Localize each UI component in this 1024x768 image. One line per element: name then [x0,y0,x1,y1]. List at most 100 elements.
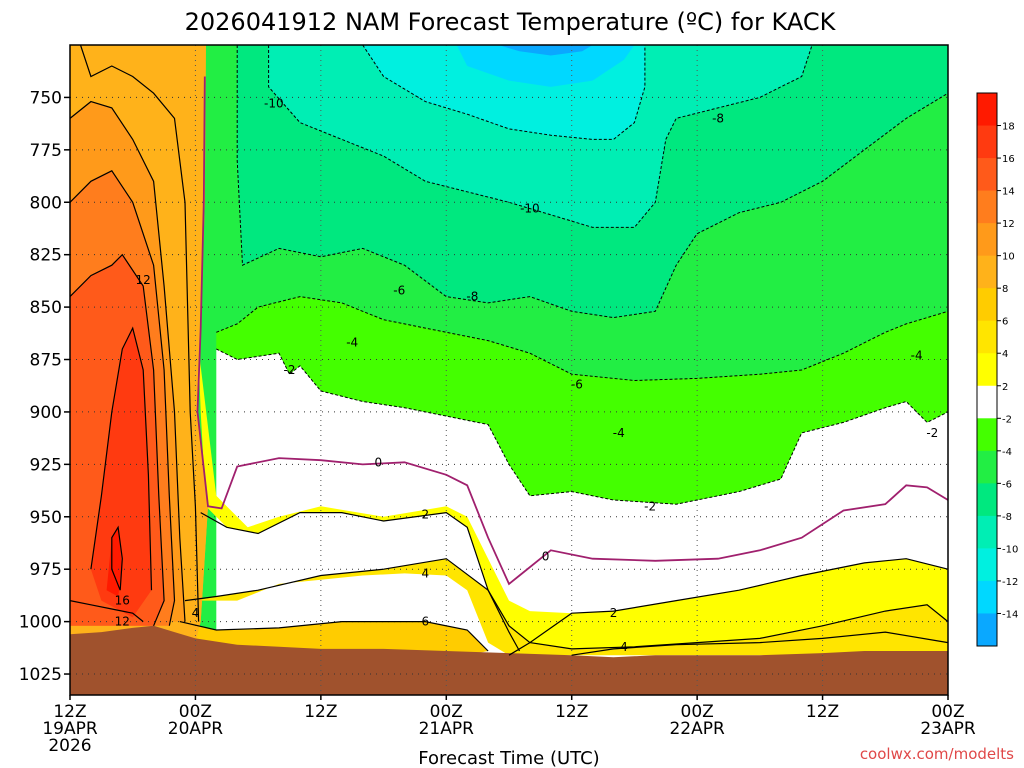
contour-label: 0 [542,550,550,564]
contour-label: 4 [192,606,200,620]
colorbar-swatch [977,515,997,549]
contour-dashed [216,348,949,505]
colorbar-frame [976,92,998,647]
plot-area [70,45,948,695]
colorbar-swatch [977,320,997,354]
colorbar-swatch [977,613,997,647]
contour-solid [200,511,521,652]
x-tick-label: 2026 [48,736,91,756]
colorbar-swatch [977,158,997,192]
contour-dashed [216,296,949,382]
colorbar-swatch [977,353,997,387]
colorbar-swatch [977,255,997,289]
colorbar-label: 10 [1002,252,1015,263]
colorbar-label: -6 [1002,479,1012,490]
contour-solid [571,631,949,656]
x-tick-label: 20APR [168,719,224,739]
y-tick-label: 800 [30,193,62,213]
hot-core [106,527,123,597]
contour-label: 0 [375,455,383,469]
colorbar-label: 2 [1002,382,1008,393]
colorbar-swatch [977,580,997,614]
chart-title: 2026041912 NAM Forecast Temperature (ºC)… [185,8,837,36]
contour-label: 6 [422,615,430,629]
x-axis-label: Forecast Time (UTC) [418,748,599,768]
y-tick-label: 950 [30,508,62,528]
contour-label: -6 [393,283,405,297]
colorbar: 18 16 14 12 10 8 6 4 2 -2 -4 -6 -8 -10 -12 -14 [976,92,1018,647]
colorbar-swatch [977,385,997,419]
contour-label: -2 [926,426,938,440]
contour-solid [179,621,489,652]
colorbar-swatch [977,450,997,484]
contour-dashed [236,45,949,319]
contour-solid [79,44,200,622]
x-tick-label: 19APR [42,719,98,739]
y-tick-label: 775 [30,141,62,161]
y-tick-label: 850 [30,298,62,318]
contour-label: -8 [712,111,724,125]
temp-band-4 [268,45,813,228]
y-tick-label: 1025 [19,665,62,685]
colorbar-swatch [977,483,997,517]
y-tick-label: 925 [30,455,62,475]
colorbar-label: -4 [1002,447,1012,458]
x-tick-label: 22APR [669,719,725,739]
x-tick-label: 23APR [920,719,976,739]
colorbar-swatch [977,288,997,322]
contour-label: -2 [644,499,656,513]
colorbar-label: -10 [1002,544,1018,555]
contour-label: 4 [620,640,628,654]
contour-label: -2 [284,363,296,377]
x-tick-label: 21APR [419,719,475,739]
temp-band-1 [195,558,948,656]
contour-label: -10 [264,97,284,111]
colorbar-swatch [977,125,997,159]
x-tick-label: 00Z [931,702,964,722]
contour-label: -6 [571,378,583,392]
temp-band-3 [216,296,948,505]
x-tick-label: 12Z [806,702,839,722]
temp-band-0 [195,202,948,654]
zero-degree-line [196,76,949,586]
credit-text: coolwx.com/modelts [860,745,1014,763]
colorbar-label: 6 [1002,317,1008,328]
y-tick-label: 825 [30,246,62,266]
contour-label: 2 [422,508,430,522]
ground-terrain [70,625,948,695]
y-tick-label: 975 [30,560,62,580]
colorbar-label: 14 [1002,187,1015,198]
y-tick-label: 1000 [19,613,62,633]
contour-label: -4 [911,348,923,362]
contour-solid [69,170,176,626]
colorbar-swatch [977,548,997,582]
contour-label: 12 [136,273,151,287]
x-tick-label: 00Z [179,702,212,722]
colorbar-label: -8 [1002,512,1012,523]
contour-solid [90,326,153,591]
colorbar-label: 16 [1002,154,1015,165]
warm-band-top-4 [90,328,152,618]
contour-label: 12 [115,615,130,629]
colorbar-swatch [977,418,997,452]
colorbar-swatch [977,190,997,224]
y-tick-label: 900 [30,403,62,423]
colorbar-label: 12 [1002,219,1015,230]
x-tick-label: 12Z [53,702,86,722]
contour-dashed [268,44,813,228]
colorbar-label: -2 [1002,414,1012,425]
axes: 750 775 800 825 850 875 900 925 950 975 1000 1025 12… [19,44,976,756]
plot-frame [69,44,949,696]
contour-label: -4 [346,336,358,350]
colorbar-label: 4 [1002,349,1008,360]
temp-band-6 [456,45,635,87]
contour-label: 4 [422,566,430,580]
contour-solid [508,558,949,656]
contour-label: 16 [115,594,130,608]
contour-label: -4 [613,426,625,440]
colorbar-swatch [977,223,997,257]
contour-solid [111,525,123,591]
contour-label: -10 [520,202,540,216]
contour-dashed [362,44,646,140]
